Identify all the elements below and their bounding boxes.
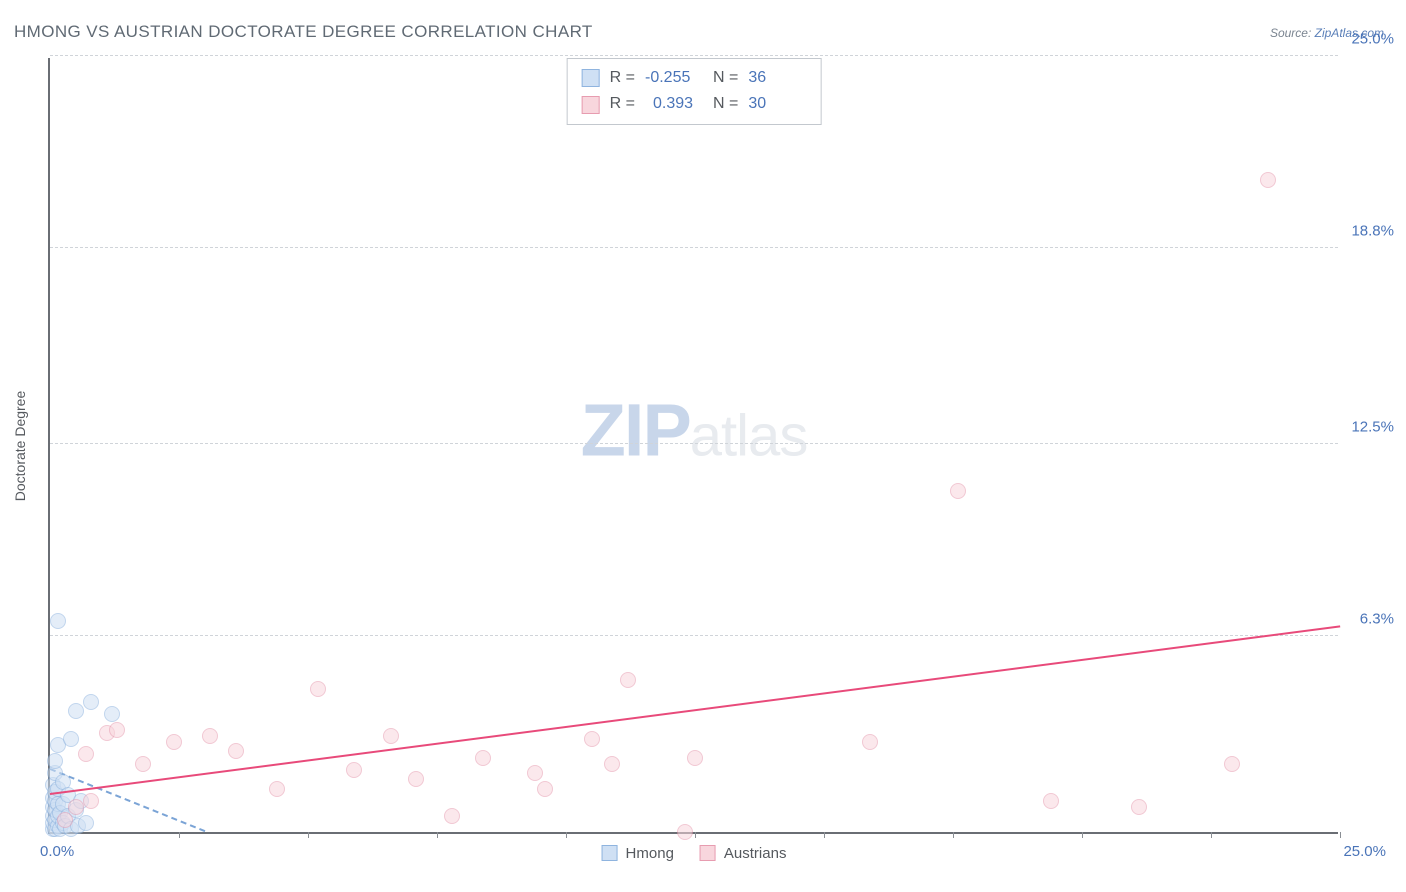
chart-plot-area: ZIPatlas R = -0.255 N = 36 R = 0.393 N =…	[48, 58, 1338, 834]
data-point	[537, 781, 553, 797]
n-value-hmong: 36	[748, 65, 806, 91]
data-point	[83, 694, 99, 710]
x-tick	[566, 832, 567, 838]
x-tick	[179, 832, 180, 838]
data-point	[135, 756, 151, 772]
n-value-austrians: 30	[748, 91, 806, 117]
data-point	[408, 771, 424, 787]
gridline	[50, 247, 1338, 248]
data-point	[444, 808, 460, 824]
x-tick	[953, 832, 954, 838]
data-point	[63, 731, 79, 747]
legend-swatch-hmong	[582, 69, 600, 87]
data-point	[68, 799, 84, 815]
data-point	[584, 731, 600, 747]
data-point	[950, 483, 966, 499]
gridline	[50, 635, 1338, 636]
data-point	[1043, 793, 1059, 809]
x-tick	[1340, 832, 1341, 838]
r-value-austrians: 0.393	[645, 91, 703, 117]
data-point	[677, 824, 693, 840]
data-point	[228, 743, 244, 759]
y-tick-label: 25.0%	[1351, 31, 1394, 48]
data-point	[527, 765, 543, 781]
series-legend: Hmong Austrians	[602, 845, 787, 862]
n-label: N =	[713, 65, 738, 91]
data-point	[202, 728, 218, 744]
x-tick	[1211, 832, 1212, 838]
data-point	[166, 734, 182, 750]
legend-item-austrians: Austrians	[700, 845, 787, 862]
x-tick	[308, 832, 309, 838]
watermark: ZIPatlas	[581, 387, 808, 472]
data-point	[475, 750, 491, 766]
data-point	[78, 815, 94, 831]
data-point	[269, 781, 285, 797]
legend-label: Hmong	[626, 845, 674, 862]
data-point	[104, 706, 120, 722]
legend-swatch-icon	[602, 845, 618, 861]
data-point	[68, 703, 84, 719]
correlation-legend: R = -0.255 N = 36 R = 0.393 N = 30	[567, 58, 822, 125]
chart-title: HMONG VS AUSTRIAN DOCTORATE DEGREE CORRE…	[14, 22, 593, 42]
data-point	[346, 762, 362, 778]
data-point	[1224, 756, 1240, 772]
x-tick	[824, 832, 825, 838]
data-point	[47, 753, 63, 769]
y-tick-label: 6.3%	[1360, 611, 1394, 628]
watermark-light: atlas	[690, 403, 808, 468]
data-point	[1260, 172, 1276, 188]
gridline	[50, 443, 1338, 444]
source-label: Source:	[1270, 26, 1311, 40]
legend-row-hmong: R = -0.255 N = 36	[582, 65, 807, 91]
legend-row-austrians: R = 0.393 N = 30	[582, 91, 807, 117]
y-axis-title: Doctorate Degree	[12, 391, 28, 502]
x-max-label: 25.0%	[1343, 843, 1386, 860]
legend-label: Austrians	[724, 845, 787, 862]
legend-swatch-austrians	[582, 96, 600, 114]
data-point	[383, 728, 399, 744]
trend-line	[50, 625, 1340, 795]
n-label: N =	[713, 91, 738, 117]
legend-item-hmong: Hmong	[602, 845, 674, 862]
watermark-bold: ZIP	[581, 388, 690, 471]
r-label: R =	[610, 65, 635, 91]
data-point	[109, 722, 125, 738]
data-point	[310, 681, 326, 697]
data-point	[620, 672, 636, 688]
data-point	[1131, 799, 1147, 815]
data-point	[687, 750, 703, 766]
origin-label: 0.0%	[40, 843, 74, 860]
data-point	[83, 793, 99, 809]
x-tick	[695, 832, 696, 838]
gridline	[50, 55, 1338, 56]
data-point	[50, 613, 66, 629]
legend-swatch-icon	[700, 845, 716, 861]
data-point	[862, 734, 878, 750]
r-label: R =	[610, 91, 635, 117]
x-tick	[1082, 832, 1083, 838]
r-value-hmong: -0.255	[645, 65, 703, 91]
x-tick	[437, 832, 438, 838]
y-tick-label: 12.5%	[1351, 419, 1394, 436]
data-point	[604, 756, 620, 772]
y-tick-label: 18.8%	[1351, 223, 1394, 240]
data-point	[78, 746, 94, 762]
